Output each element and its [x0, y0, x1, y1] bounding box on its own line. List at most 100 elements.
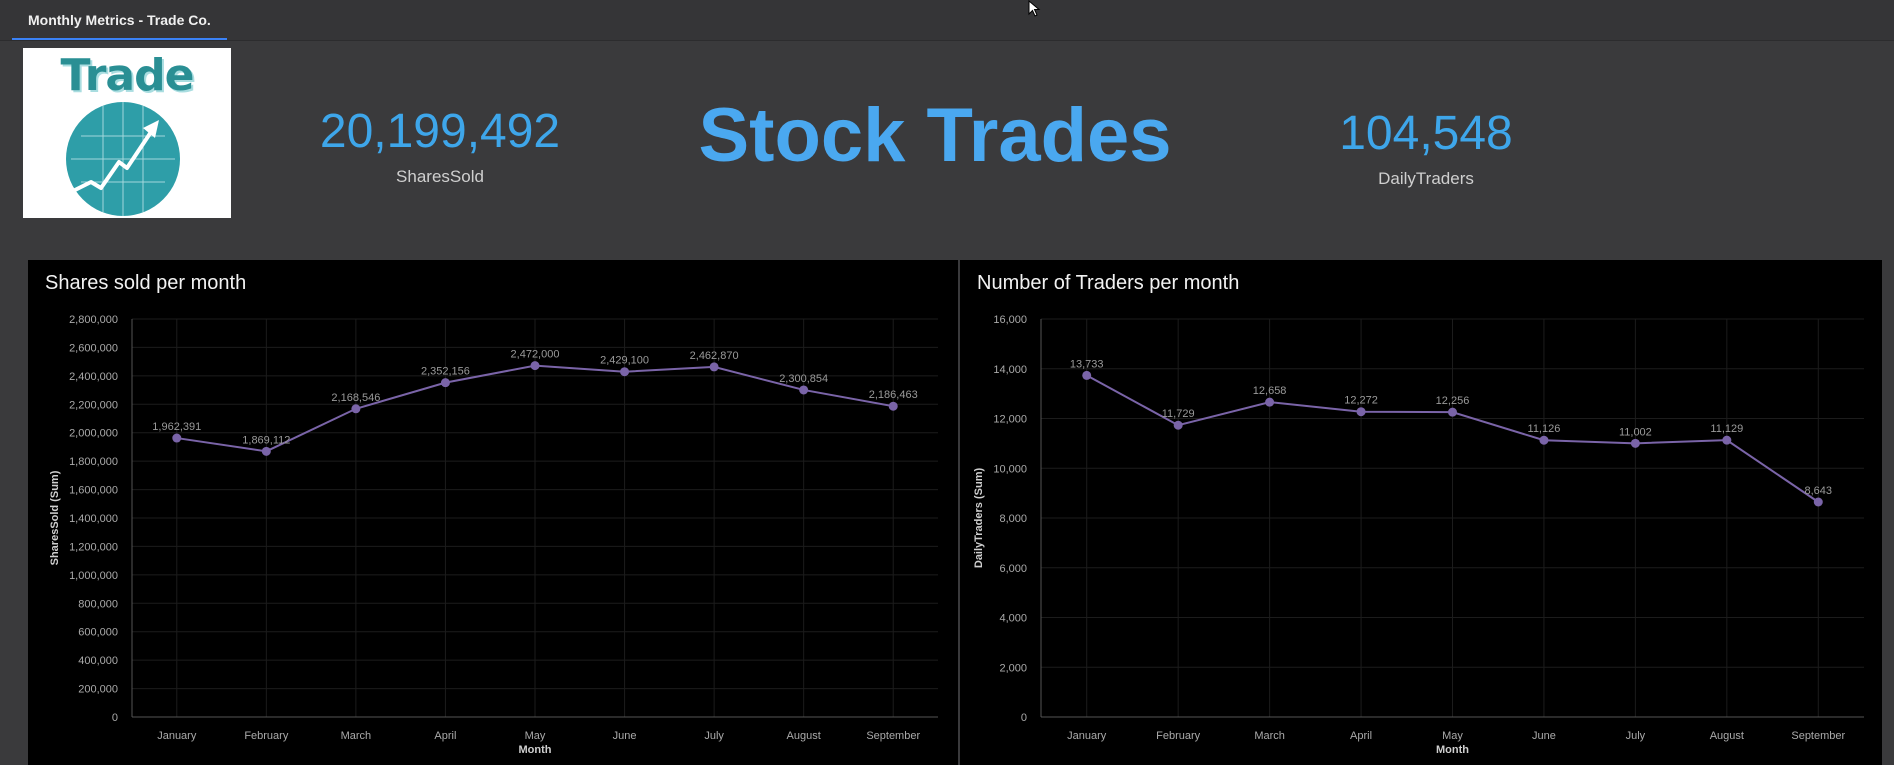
kpi-shares-sold-value: 20,199,492: [319, 105, 561, 158]
kpi-daily-traders-label: DailyTraders: [1378, 169, 1474, 188]
data-point[interactable]: [709, 362, 719, 372]
tab-bar: Monthly Metrics - Trade Co.: [0, 0, 1894, 41]
data-label: 1,962,391: [152, 421, 201, 433]
y-tick-label: 2,200,000: [69, 399, 118, 411]
data-point[interactable]: [1722, 435, 1732, 445]
data-point[interactable]: [1539, 435, 1549, 445]
y-tick-label: 10,000: [993, 463, 1027, 475]
y-axis-title: DailyTraders (Sum): [973, 468, 985, 569]
y-axis-title: SharesSold (Sum): [49, 470, 61, 565]
data-label: 1,869,112: [242, 434, 290, 446]
traders-chart-panel: Number of Traders per month 0 2,000 4,000 6…: [960, 260, 1882, 765]
x-tick-label: April: [1350, 730, 1372, 742]
y-tick-label: 16,000: [993, 314, 1027, 326]
y-tick-label: 800,000: [78, 598, 118, 610]
x-axis-title: Month: [519, 744, 552, 756]
y-tick-label: 2,600,000: [69, 342, 118, 354]
data-point[interactable]: [799, 385, 809, 395]
data-point[interactable]: [1082, 370, 1092, 380]
x-tick-label: May: [1442, 730, 1463, 742]
y-tick-label: 2,400,000: [69, 371, 118, 383]
y-tick-label: 1,000,000: [69, 570, 118, 582]
mouse-cursor-icon: [1028, 0, 1041, 17]
x-axis-title: Month: [1436, 744, 1469, 756]
data-label: 12,658: [1253, 385, 1287, 397]
data-label: 11,129: [1710, 423, 1743, 435]
data-point[interactable]: [1356, 407, 1366, 417]
x-tick-label: July: [1626, 730, 1646, 742]
x-tick-label: June: [613, 730, 637, 742]
data-label: 11,126: [1528, 423, 1561, 435]
x-tick-label: July: [704, 730, 724, 742]
y-tick-label: 0: [1021, 712, 1027, 724]
grid-lines: [132, 318, 938, 718]
data-label: 2,168,546: [331, 392, 380, 404]
data-label: 2,186,463: [869, 389, 918, 401]
data-label: 2,352,156: [421, 366, 470, 378]
y-tick-label: 400,000: [78, 655, 118, 667]
data-label: 12,272: [1344, 395, 1378, 407]
data-label: 11,002: [1619, 426, 1652, 438]
data-point[interactable]: [888, 401, 898, 411]
data-label: 2,300,854: [779, 373, 828, 385]
data-label: 8,643: [1805, 485, 1833, 497]
y-tick-label: 12,000: [993, 414, 1027, 426]
data-label: 13,733: [1070, 358, 1104, 370]
y-tick-label: 1,400,000: [69, 513, 118, 525]
kpi-daily-traders: 104,548 DailyTraders: [1306, 106, 1546, 189]
kpi-daily-traders-value: 104,548: [1339, 107, 1513, 160]
page-title: Stock Trades: [698, 93, 1172, 178]
data-point[interactable]: [1173, 420, 1183, 430]
traders-line-chart: 0 2,000 4,000 6,000 8,000 10,000 12,000 14,000 1…: [973, 314, 1864, 756]
y-tick-label: 2,000,000: [69, 428, 118, 440]
grid-lines: [1041, 318, 1864, 718]
x-tick-label: February: [244, 730, 289, 742]
data-point[interactable]: [1630, 438, 1640, 448]
x-tick-label: February: [1156, 730, 1201, 742]
stock-growth-globe-icon: [66, 102, 180, 216]
data-point[interactable]: [1265, 397, 1275, 407]
y-tick-label: 2,000: [999, 662, 1027, 674]
y-tick-label: 6,000: [999, 563, 1027, 575]
y-tick-label: 4,000: [999, 613, 1027, 625]
y-tick-label: 1,600,000: [69, 485, 118, 497]
x-tick-label: January: [1067, 730, 1107, 742]
y-tick-label: 1,800,000: [69, 456, 118, 468]
data-label: 11,729: [1162, 408, 1195, 420]
data-point[interactable]: [261, 446, 271, 456]
tab-monthly-metrics[interactable]: Monthly Metrics - Trade Co.: [12, 0, 227, 40]
y-tick-label: 200,000: [78, 684, 118, 696]
x-tick-label: June: [1532, 730, 1556, 742]
shares-sold-line-chart: 0 200,000 400,000 600,000 800,000 1,000,000 1,…: [49, 314, 938, 756]
x-tick-label: September: [866, 730, 920, 742]
y-tick-label: 1,200,000: [69, 541, 118, 553]
y-tick-label: 2,800,000: [69, 314, 118, 326]
y-tick-label: 8,000: [999, 513, 1027, 525]
data-label: 2,429,100: [600, 355, 649, 367]
x-tick-label: January: [157, 730, 197, 742]
y-tick-label: 0: [112, 712, 118, 724]
y-tick-label: 14,000: [993, 364, 1027, 376]
shares-sold-chart-panel: Shares sold per month 0 200,000 400,000 600…: [28, 260, 958, 765]
x-tick-label: April: [434, 730, 456, 742]
x-tick-label: May: [525, 730, 546, 742]
traders-chart-title: Number of Traders per month: [977, 272, 1240, 294]
x-tick-label: August: [787, 730, 821, 742]
data-point[interactable]: [530, 361, 540, 371]
data-label: 2,462,870: [690, 350, 739, 362]
y-tick-label: 600,000: [78, 627, 118, 639]
x-tick-label: March: [341, 730, 372, 742]
data-label: 2,472,000: [511, 349, 560, 361]
x-tick-label: August: [1710, 730, 1744, 742]
data-point[interactable]: [172, 433, 182, 443]
data-point[interactable]: [620, 367, 630, 377]
data-point[interactable]: [1813, 497, 1823, 507]
data-label: 12,256: [1436, 395, 1470, 407]
data-point[interactable]: [351, 404, 361, 414]
x-tick-label: September: [1791, 730, 1845, 742]
kpi-shares-sold: 20,199,492 SharesSold: [310, 104, 570, 187]
data-point[interactable]: [1448, 407, 1457, 417]
data-point[interactable]: [440, 378, 450, 388]
kpi-shares-sold-label: SharesSold: [396, 167, 484, 186]
shares-chart-title: Shares sold per month: [45, 272, 247, 294]
